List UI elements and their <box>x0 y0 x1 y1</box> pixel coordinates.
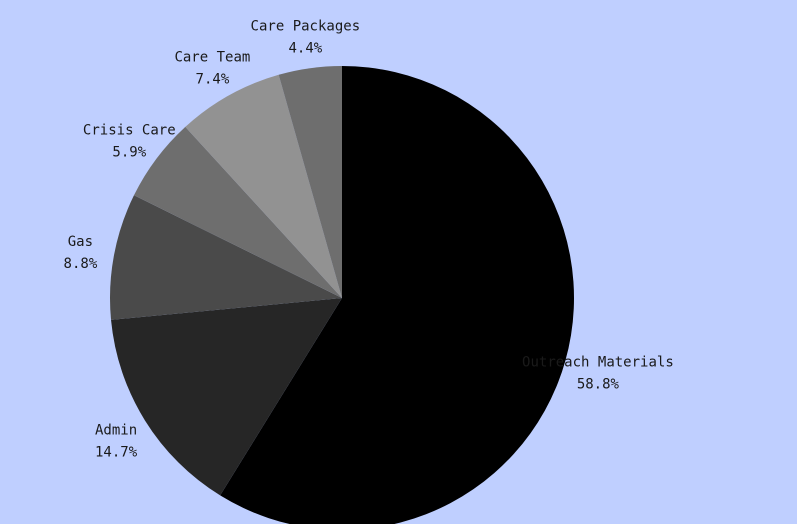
slice-label-care-team: Care Team <box>174 50 250 66</box>
pie-slice-crisis-care <box>133 126 342 298</box>
slice-percent-care-team: 7.4% <box>196 72 230 88</box>
slice-percent-crisis-care: 5.9% <box>112 144 146 160</box>
slice-percent-care-packages: 4.4% <box>288 41 322 57</box>
slice-label-outreach-materials: Outreach Materials <box>522 355 674 371</box>
pie-slice-gas <box>110 195 342 320</box>
pie-slice-care-team <box>185 74 342 299</box>
slice-percent-admin: 14.7% <box>95 444 138 460</box>
slice-label-crisis-care: Crisis Care <box>83 122 176 138</box>
slice-percent-gas: 8.8% <box>64 256 98 272</box>
slice-label-admin: Admin <box>95 422 137 438</box>
slice-label-gas: Gas <box>68 234 93 250</box>
pie-slice-admin <box>111 298 342 496</box>
pie-slice-outreach-materials <box>220 66 574 524</box>
slice-label-care-packages: Care Packages <box>251 19 361 35</box>
pie-slice-care-packages <box>278 66 342 298</box>
slice-percent-outreach-materials: 58.8% <box>577 377 620 393</box>
